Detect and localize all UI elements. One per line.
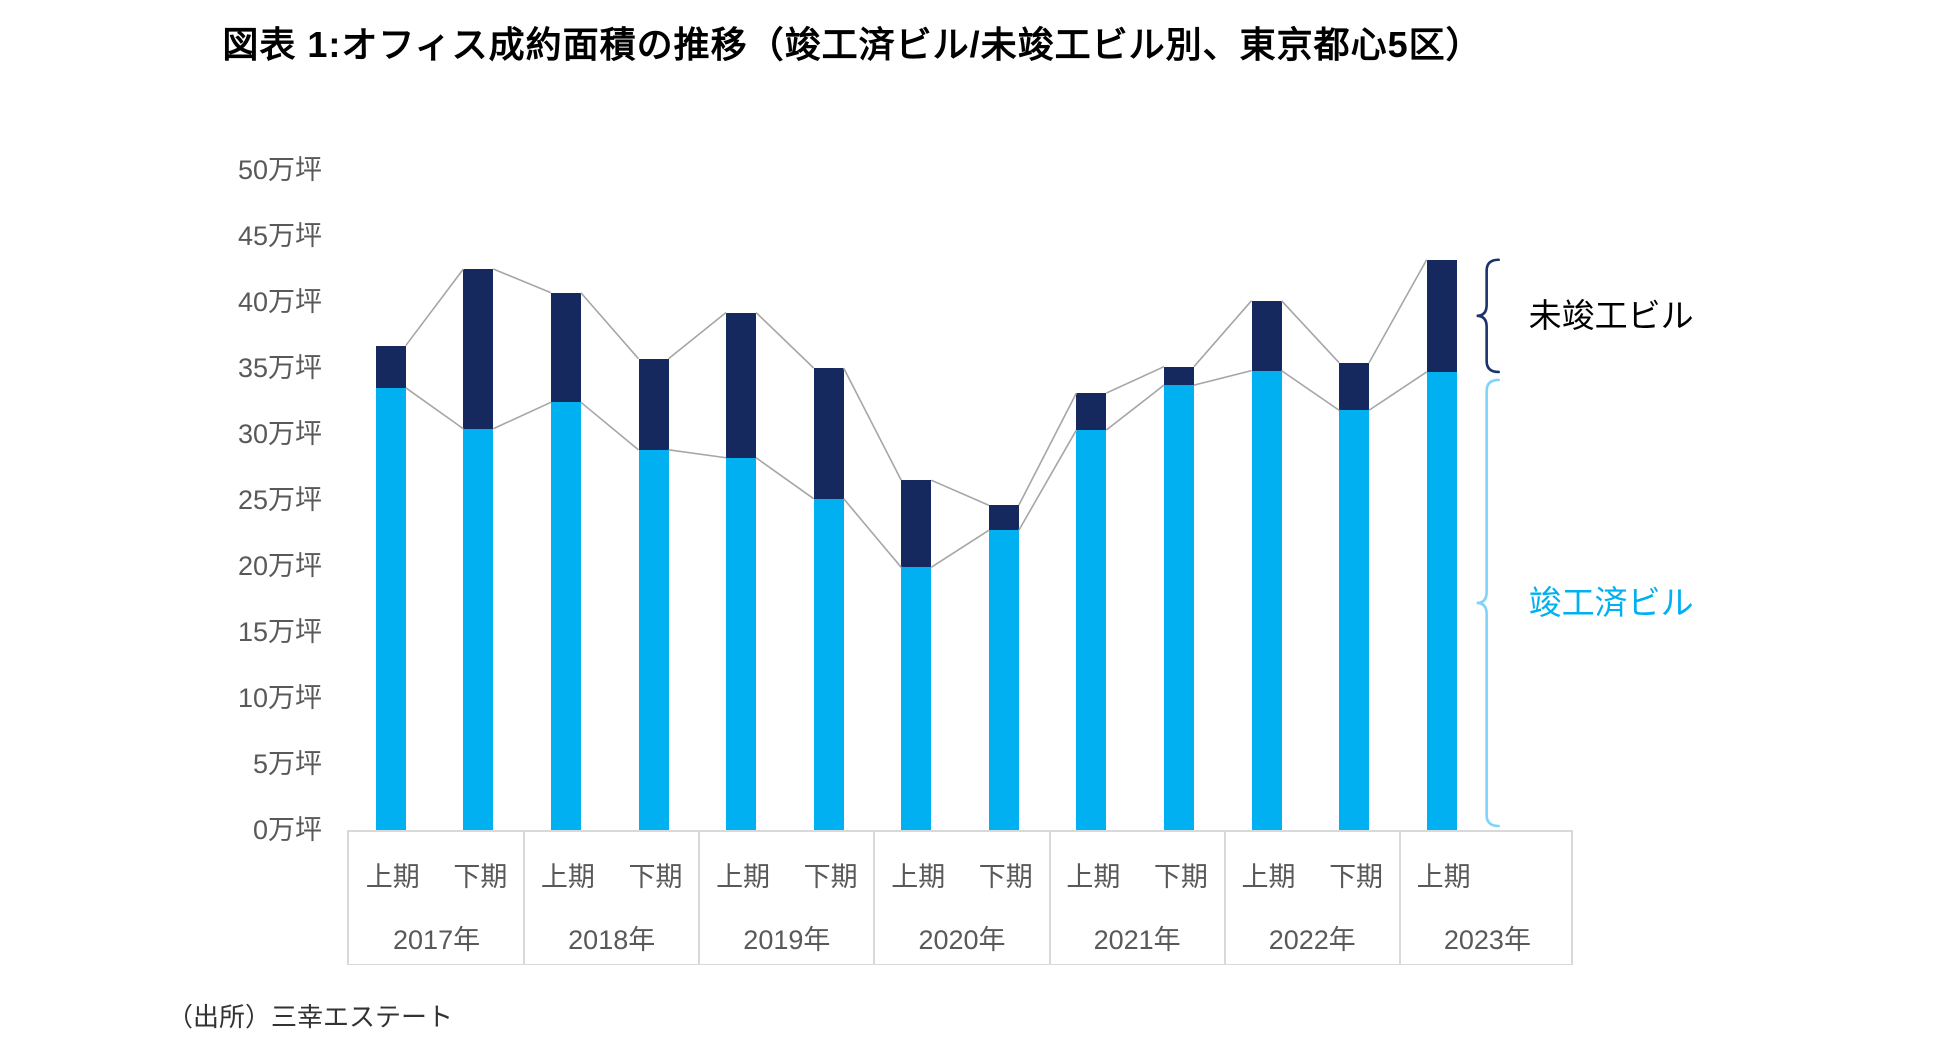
bar-2021年上期-incomplete [1076,393,1107,431]
source-note: （出所）三幸エステート [167,1002,454,1032]
legend-label-incomplete: 未竣工ビル [1528,296,1694,334]
bar-2022年上期-completed [1251,370,1282,830]
x-axis-group-separator [698,832,701,964]
series-line [755,311,815,369]
x-axis-year-label: 2020年 [918,925,1006,955]
x-axis-year-label: 2017年 [393,925,481,955]
bar-2018年下期-incomplete [638,358,669,450]
x-axis-period-label: 下期 [1329,862,1384,892]
bar-2018年上期-incomplete [550,292,581,403]
series-line [405,387,464,430]
series-line [842,367,902,481]
y-axis-tick: 25万坪 [237,485,322,515]
x-axis-year-label: 2022年 [1268,925,1356,955]
x-axis-period-label: 下期 [1153,862,1208,892]
series-line [1193,300,1253,368]
bar-2022年下期-incomplete [1339,362,1370,411]
series-line [755,457,815,500]
bar-2021年下期-incomplete [1163,366,1194,386]
x-axis-period-label: 上期 [1066,862,1121,892]
series-line [843,498,902,568]
series-line [1018,429,1078,531]
y-axis-tick: 20万坪 [237,551,322,581]
bar-2019年上期-completed [726,457,757,830]
bar-2022年下期-completed [1339,410,1370,830]
x-axis-period-label: 上期 [891,862,946,892]
bar-2018年上期-completed [550,402,581,830]
x-axis-period-label: 上期 [1241,862,1296,892]
x-axis-year-label: 2021年 [1093,925,1181,955]
series-line [580,292,640,360]
x-axis-period-label: 上期 [716,862,771,892]
bar-2022年上期-incomplete [1251,300,1282,371]
x-axis-group-separator [873,832,876,964]
x-axis-period-label: 上期 [1416,862,1471,892]
y-axis-tick: 0万坪 [252,815,322,845]
x-axis-year-label: 2019年 [743,925,831,955]
bar-2023年上期-completed [1426,371,1457,830]
x-axis-period-label: 下期 [453,862,508,892]
bar-2017年下期-completed [463,428,494,830]
chart-title: 図表 1:オフィス成約面積の推移（竣工済ビル/未竣工ビル別、東京都心5区） [222,24,1483,65]
x-axis-group-separator [1048,832,1051,964]
x-axis-year-label: 2018年 [568,925,656,955]
bar-2020年上期-incomplete [901,480,932,568]
y-axis-tick: 5万坪 [252,749,322,779]
bar-2023年上期-incomplete [1426,259,1457,372]
y-axis-tick: 40万坪 [237,287,322,317]
series-line [493,268,552,294]
x-axis-period-label: 下期 [628,862,683,892]
series-line [1018,392,1078,506]
series-line [1105,384,1165,431]
y-axis-tick: 35万坪 [237,353,322,383]
series-line [1368,259,1428,364]
x-axis-period-label: 下期 [978,862,1033,892]
x-axis-group-separator [523,832,526,964]
bar-2021年下期-completed [1163,385,1194,830]
series-line [667,311,727,360]
series-line [1193,369,1252,386]
brace-completed [1476,378,1500,828]
series-line [405,268,464,347]
bar-2020年下期-incomplete [988,505,1019,531]
x-axis-group-separator [1398,832,1401,964]
bar-2020年下期-completed [988,530,1019,830]
series-line [1280,300,1340,364]
series-line [930,479,990,507]
x-axis-period-label: 上期 [365,862,420,892]
y-axis-tick: 50万坪 [237,155,322,185]
x-axis-period-label: 下期 [803,862,858,892]
x-axis-period-label: 上期 [540,862,595,892]
series-line [668,449,727,459]
x-axis-year-label: 2023年 [1443,925,1531,955]
series-line [580,401,640,451]
bar-2021年上期-completed [1076,430,1107,830]
y-axis-tick: 45万坪 [237,221,322,251]
bar-2019年下期-incomplete [813,368,844,499]
bar-2019年上期-incomplete [726,312,757,458]
series-line [1281,369,1340,411]
bar-2020年上期-completed [901,567,932,830]
y-axis-tick: 10万坪 [237,683,322,713]
brace-incomplete [1476,258,1500,374]
y-axis-tick: 30万坪 [237,419,322,449]
legend-label-completed: 竣工済ビル [1528,583,1694,621]
series-line [930,529,990,568]
series-line [493,401,552,430]
bar-2017年上期-completed [375,387,406,830]
bar-2019年下期-completed [813,498,844,830]
bar-2018年下期-completed [638,449,669,830]
bar-2017年下期-incomplete [463,269,494,429]
x-axis-group-separator [1223,832,1226,964]
series-line [1106,365,1165,394]
y-axis-tick: 15万坪 [237,617,322,647]
x-axis-band: 上期 下期 2017年 上期 下期 2018年 上期 下期 2019年 上期 下期 2020年 上期 下期… [347,830,1573,965]
series-line [1368,371,1428,411]
bar-2017年上期-incomplete [375,345,406,388]
